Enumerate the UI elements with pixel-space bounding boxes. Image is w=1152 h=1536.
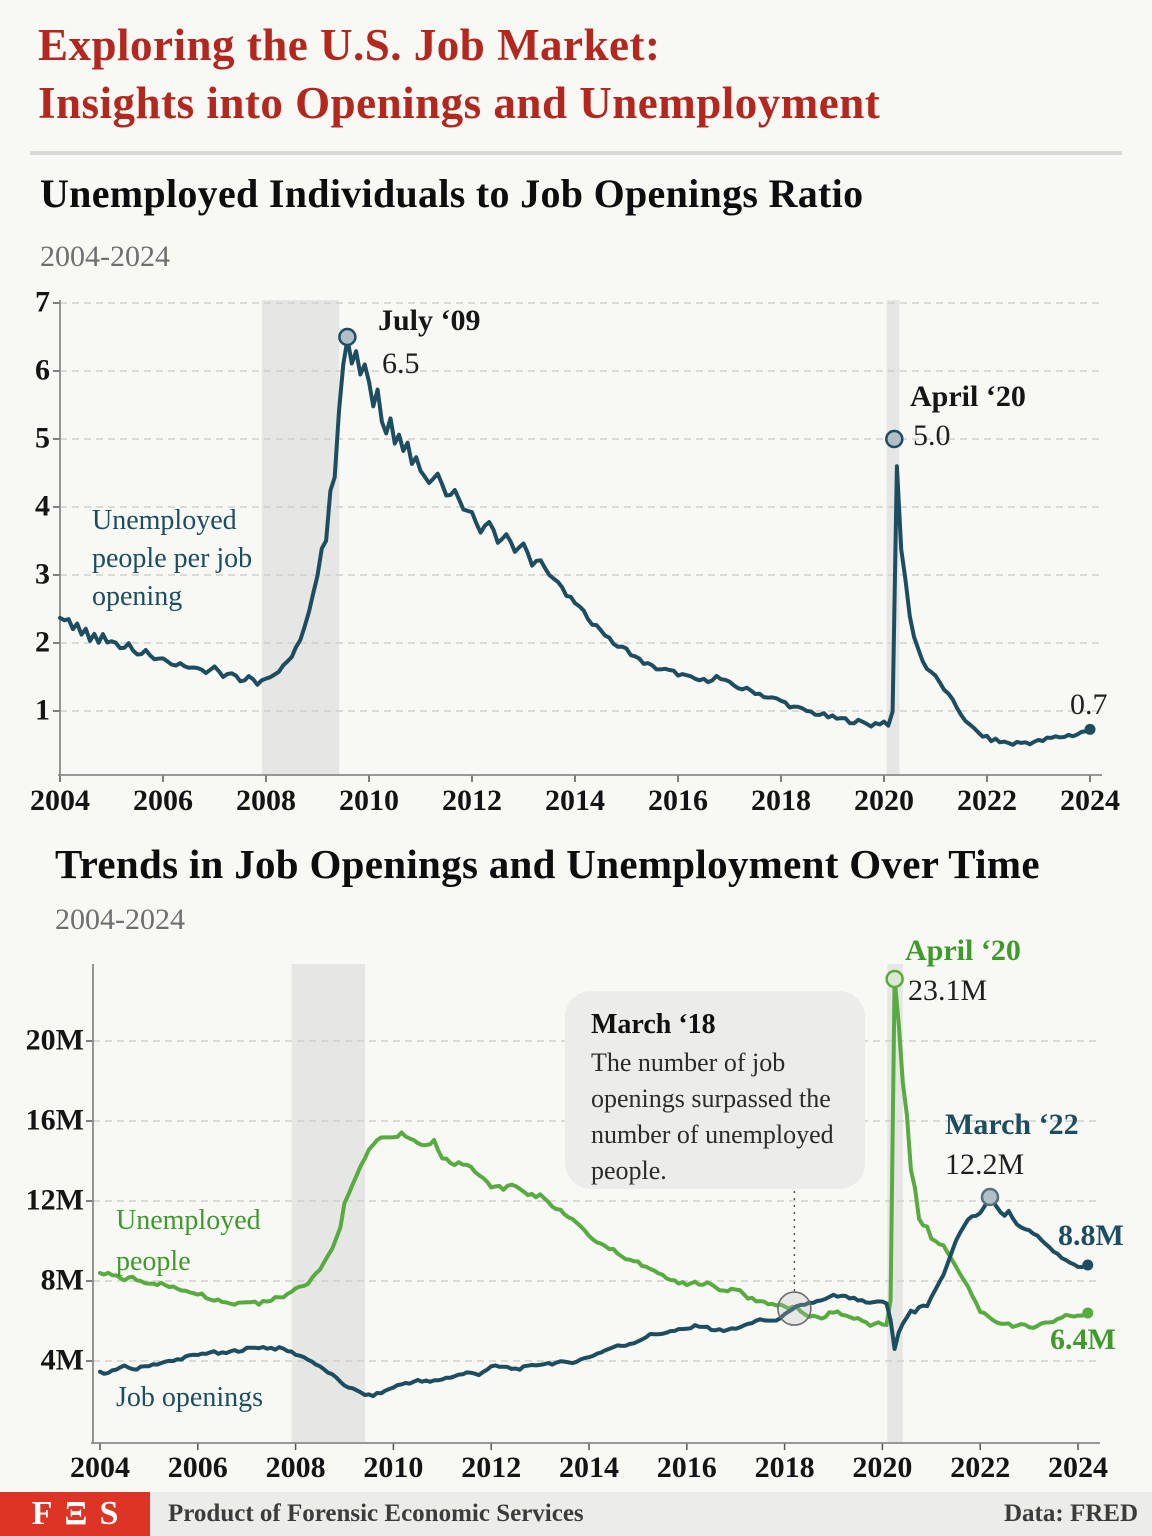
x-tick-label: 2018 — [754, 1451, 815, 1484]
y-tick-label: 7 — [35, 285, 50, 319]
openings-end-dot — [1082, 1259, 1094, 1271]
annotation-april20-ratio-value: 5.0 — [913, 419, 951, 452]
y-tick-label: 4M — [40, 1343, 84, 1377]
y-tick-label: 6 — [35, 353, 50, 387]
callout-line1: The number of job — [591, 1048, 786, 1077]
x-tick-label: 2024 — [1060, 784, 1120, 817]
ratio-chart-title: Unemployed Individuals to Job Openings R… — [40, 171, 864, 216]
ratio-end-dot — [1084, 723, 1096, 735]
ratio-series-label: Unemployed people per job opening — [92, 502, 252, 616]
annotation-july09-label: July ‘09 — [378, 304, 481, 337]
y-tick-label: 2 — [35, 625, 50, 659]
y-tick-label: 16M — [25, 1103, 84, 1137]
fes-logo: F Ξ S — [0, 1492, 150, 1536]
annotation-march22-value: 12.2M — [945, 1148, 1025, 1181]
march18-callout-body: The number of job openings surpassed the… — [591, 1045, 855, 1189]
ratio-series-label-line1: Unemployed — [92, 505, 237, 536]
x-tick-label: 2006 — [167, 1451, 228, 1484]
trends-chart-subtitle: 2004-2024 — [55, 903, 185, 936]
july09-peak-marker — [338, 327, 357, 347]
march22-openings-peak-marker — [980, 1187, 1000, 1207]
crossover-highlight-circle — [777, 1291, 812, 1326]
april20-unemployed-peak-marker — [885, 969, 904, 989]
x-tick-label: 2012 — [461, 1451, 522, 1484]
y-tick-label: 8M — [40, 1263, 84, 1297]
x-tick-label: 2012 — [442, 784, 502, 817]
recession-band — [291, 964, 366, 1443]
footer-bar — [0, 1492, 1152, 1536]
callout-line4: people. — [591, 1156, 667, 1185]
openings-series-label: Job openings — [116, 1382, 263, 1413]
recession-band — [886, 300, 900, 775]
unemployed-series-label-line1: Unemployed — [116, 1205, 261, 1236]
callout-line2: openings surpassed the — [591, 1084, 831, 1113]
x-tick-label: 2014 — [545, 784, 605, 817]
x-tick-label: 2004 — [30, 784, 90, 817]
annotation-april20-trends-label: April ‘20 — [905, 934, 1021, 967]
annotation-openings-end-value: 8.8M — [1058, 1219, 1124, 1252]
x-tick-label: 2022 — [957, 784, 1017, 817]
page-title: Exploring the U.S. Job Market: Insights … — [38, 16, 880, 132]
x-tick-label: 2008 — [265, 1451, 326, 1484]
y-tick-label: 3 — [35, 557, 50, 591]
march18-callout-title: March ‘18 — [591, 1009, 716, 1040]
annotation-april20-ratio-label: April ‘20 — [910, 380, 1026, 413]
x-tick-label: 2020 — [854, 784, 914, 817]
annotation-july09-value: 6.5 — [382, 347, 420, 380]
x-tick-label: 2008 — [236, 784, 296, 817]
ratio-series-label-line2: people per job — [92, 543, 253, 574]
unemployed-line — [98, 977, 1090, 1330]
ratio-line — [58, 337, 1092, 747]
x-tick-label: 2010 — [363, 1451, 424, 1484]
x-tick-label: 2006 — [133, 784, 193, 817]
march18-callout: March ‘18 The number of job openings sur… — [565, 991, 865, 1189]
april20-ratio-peak-marker — [885, 429, 904, 449]
x-tick-label: 2016 — [648, 784, 708, 817]
trends-chart-title: Trends in Job Openings and Unemployment … — [55, 841, 1040, 887]
ratio-series-label-line3: opening — [92, 581, 183, 612]
x-tick-label: 2020 — [852, 1451, 913, 1484]
annotation-april20-trends-value: 23.1M — [908, 974, 988, 1007]
x-tick-label: 2014 — [559, 1451, 619, 1484]
callout-line3: number of unemployed — [591, 1120, 834, 1149]
y-tick-label: 5 — [35, 421, 50, 455]
page-title-line1: Exploring the U.S. Job Market: — [38, 20, 661, 70]
y-tick-label: 12M — [25, 1183, 84, 1217]
x-tick-label: 2024 — [1048, 1451, 1108, 1484]
logo-letter-f: F — [31, 1495, 53, 1532]
y-tick-label: 20M — [25, 1023, 84, 1057]
logo-letter-s: S — [99, 1495, 119, 1532]
y-tick-label: 4 — [35, 489, 50, 523]
footer-product-text: Product of Forensic Economic Services — [168, 1500, 584, 1527]
x-tick-label: 2016 — [656, 1451, 717, 1484]
page-title-line2: Insights into Openings and Unemployment — [38, 78, 881, 128]
unemployed-series-label-line2: people — [116, 1246, 191, 1277]
x-tick-label: 2018 — [751, 784, 811, 817]
footer-data-source: Data: FRED — [1003, 1500, 1138, 1527]
x-tick-label: 2022 — [950, 1451, 1011, 1484]
annotation-march22-label: March ‘22 — [945, 1108, 1079, 1141]
unemployed-end-dot — [1082, 1307, 1094, 1319]
y-tick-label: 1 — [35, 693, 50, 727]
title-divider — [30, 151, 1122, 155]
annotation-ratio-end-value: 0.7 — [1070, 688, 1108, 721]
annotation-unemployed-end-value: 6.4M — [1050, 1323, 1116, 1356]
ratio-chart-subtitle: 2004-2024 — [40, 240, 170, 273]
openings-line — [98, 1196, 1090, 1399]
logo-letter-e: Ξ — [64, 1495, 88, 1532]
x-tick-label: 2004 — [70, 1451, 130, 1484]
unemployed-series-label: Unemployed people — [116, 1200, 261, 1282]
x-tick-label: 2010 — [339, 784, 399, 817]
